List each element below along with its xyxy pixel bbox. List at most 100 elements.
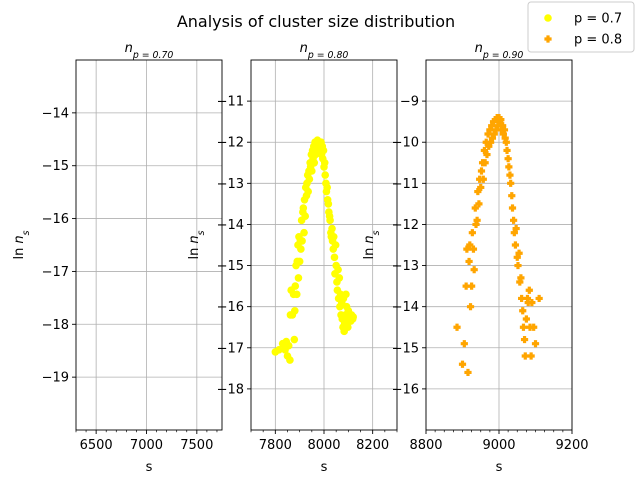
data-point xyxy=(477,167,486,175)
x-tick-label: 8000 xyxy=(307,438,340,453)
y-axis-label-base: ln xyxy=(362,244,377,260)
data-point xyxy=(298,237,306,245)
data-point xyxy=(466,303,475,311)
data-point xyxy=(471,204,479,212)
data-point xyxy=(319,146,328,155)
data-point xyxy=(475,200,483,208)
data-point xyxy=(530,323,538,331)
data-point xyxy=(466,241,474,249)
data-point xyxy=(535,294,543,303)
data-point xyxy=(301,212,310,221)
data-point xyxy=(465,257,473,266)
data-point xyxy=(291,306,299,315)
y-axis-label-base: ln xyxy=(187,244,202,260)
y-axis-label-sub: s xyxy=(21,230,32,235)
data-point xyxy=(330,253,339,262)
panel-title-base: n xyxy=(475,41,483,56)
panel-title-base: n xyxy=(300,41,308,56)
data-point xyxy=(300,228,308,237)
data-point xyxy=(518,294,526,303)
data-point xyxy=(501,134,509,142)
data-point xyxy=(290,335,299,344)
data-point xyxy=(462,282,470,290)
y-tick-label: −18 xyxy=(217,382,244,397)
data-point xyxy=(488,122,496,130)
data-point xyxy=(506,171,514,179)
data-point xyxy=(486,126,494,134)
data-point xyxy=(474,187,482,196)
data-point xyxy=(517,274,525,282)
data-point xyxy=(295,257,304,266)
data-point xyxy=(299,204,308,212)
data-point xyxy=(310,158,319,167)
data-point xyxy=(349,313,358,321)
data-point xyxy=(284,341,293,350)
y-tick-label: −9 xyxy=(400,95,419,110)
y-tick-label: −17 xyxy=(42,265,69,280)
data-point xyxy=(489,118,498,126)
data-point xyxy=(308,167,316,175)
y-tick-label: −14 xyxy=(42,106,69,121)
data-point xyxy=(503,146,511,155)
data-point xyxy=(505,163,513,171)
data-point xyxy=(320,158,329,167)
x-tick-label: 6500 xyxy=(80,438,113,453)
data-point xyxy=(526,323,534,331)
data-point xyxy=(479,175,487,183)
data-point xyxy=(485,142,493,150)
y-tick-label: −12 xyxy=(392,218,419,233)
data-point xyxy=(291,282,300,290)
data-point xyxy=(499,130,507,138)
y-tick-label: −13 xyxy=(392,259,419,274)
panel-title-sub: p = 0.90 xyxy=(482,50,524,61)
data-point xyxy=(477,183,485,192)
x-axis-label: s xyxy=(321,460,328,475)
data-point xyxy=(468,282,476,290)
panel-title-sub: p = 0.70 xyxy=(132,50,174,61)
y-axis-label-var: n xyxy=(12,235,27,243)
data-point xyxy=(460,340,468,348)
data-point xyxy=(472,220,480,229)
data-point xyxy=(470,266,478,274)
data-point xyxy=(321,171,330,179)
data-point xyxy=(502,138,510,146)
y-axis-label: ln ns xyxy=(12,230,32,259)
data-point xyxy=(323,183,331,192)
y-tick-label: −14 xyxy=(392,300,419,315)
legend-marker xyxy=(544,14,552,22)
data-point xyxy=(490,130,498,138)
data-point xyxy=(522,315,530,323)
panel-title-sub: p = 0.80 xyxy=(307,50,349,61)
data-point xyxy=(527,352,535,360)
data-point xyxy=(328,224,336,233)
data-point xyxy=(512,224,520,233)
panel-title: np = 0.80 xyxy=(300,41,349,61)
panel-title-base: n xyxy=(125,41,133,56)
data-point xyxy=(286,356,294,364)
panel-title: np = 0.90 xyxy=(475,41,524,61)
data-point xyxy=(292,290,301,299)
data-point xyxy=(480,146,488,155)
data-point xyxy=(483,150,491,159)
data-point xyxy=(492,126,500,134)
data-point xyxy=(482,138,490,146)
data-point xyxy=(499,122,507,130)
y-tick-label: −16 xyxy=(217,300,244,315)
x-tick-label: 8200 xyxy=(356,438,389,453)
data-point xyxy=(329,232,338,241)
y-tick-label: −10 xyxy=(392,136,419,151)
y-tick-label: −19 xyxy=(42,371,69,386)
data-point xyxy=(523,294,532,303)
data-point xyxy=(521,352,529,360)
y-tick-label: −17 xyxy=(217,341,244,356)
data-point xyxy=(528,298,536,307)
data-point xyxy=(497,116,505,124)
y-tick-label: −16 xyxy=(392,382,419,397)
panel-title: np = 0.70 xyxy=(125,41,174,61)
data-point xyxy=(500,126,509,134)
data-point xyxy=(324,200,333,208)
y-axis-label-var: n xyxy=(187,235,202,243)
